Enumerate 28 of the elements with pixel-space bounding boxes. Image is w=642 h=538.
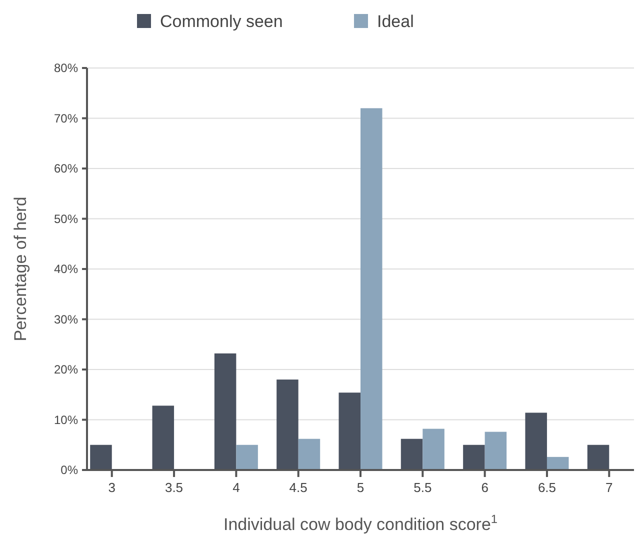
bar — [360, 108, 382, 470]
y-axis-title: Percentage of herd — [11, 196, 30, 342]
legend-label: Commonly seen — [160, 12, 283, 31]
y-tick-label: 20% — [54, 362, 78, 377]
y-tick-label: 0% — [60, 463, 78, 478]
bar — [484, 432, 507, 470]
bar — [298, 438, 320, 470]
x-tick-label: 3.5 — [164, 480, 184, 495]
y-tick-label: 30% — [54, 312, 78, 326]
y-tick-label: 50% — [54, 212, 78, 226]
x-tick-label: 5.5 — [414, 480, 432, 495]
y-tick-label: 40% — [54, 262, 78, 276]
y-tick-label: 70% — [54, 111, 78, 126]
y-tick-label: 10% — [54, 412, 78, 427]
x-axis-title: Individual cow body condition score$^{1}$ — [223, 512, 498, 534]
legend-label: Ideal — [377, 12, 414, 31]
x-tick-label: 3 — [108, 480, 116, 495]
bar — [546, 456, 569, 470]
y-tick-label: 60% — [54, 162, 78, 176]
x-tick-label: 4 — [232, 480, 240, 495]
x-tick-label: 6.5 — [538, 480, 556, 495]
bar — [236, 444, 258, 470]
x-tick-label: 4.5 — [289, 480, 308, 495]
y-tick-label: 80% — [54, 61, 78, 76]
bar — [422, 428, 444, 470]
x-tick-label: 6 — [481, 480, 488, 495]
x-tick-label: 7 — [606, 480, 613, 495]
x-tick-label: 5 — [356, 480, 364, 495]
